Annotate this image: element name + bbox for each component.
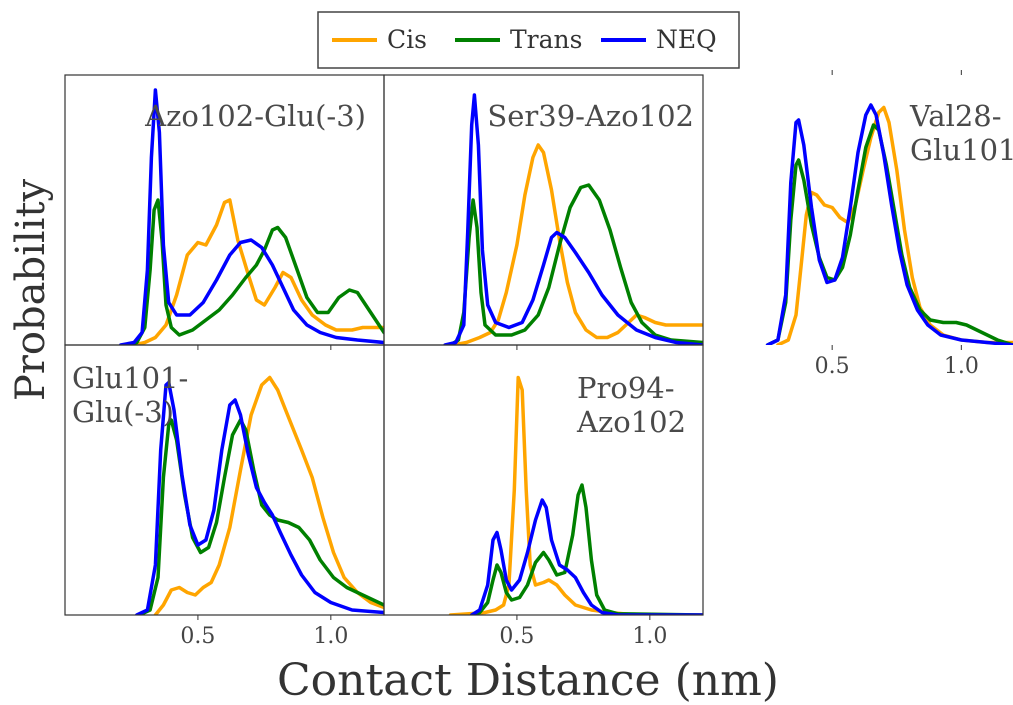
panel-title: Ser39-Azo102 bbox=[487, 99, 694, 133]
series-line-cis bbox=[153, 375, 384, 615]
x-tick-label: 0.5 bbox=[815, 354, 850, 379]
panel-title-line: Azo102-Glu(-3) bbox=[144, 99, 366, 133]
legend: Cis Trans NEQ bbox=[317, 11, 740, 69]
x-tick-label: 1.0 bbox=[944, 354, 979, 379]
panel-title-line: Ser39-Azo102 bbox=[487, 99, 694, 133]
panel-title: Val28-Glu101 bbox=[909, 99, 1013, 167]
series-line-trans bbox=[448, 183, 703, 345]
series-line-trans bbox=[469, 483, 703, 615]
x-tick-label: 0.5 bbox=[180, 624, 215, 649]
x-tick-label: 1.0 bbox=[313, 624, 348, 649]
x-tick-label: 1.0 bbox=[632, 624, 667, 649]
series-line-neq bbox=[119, 88, 384, 345]
panel-title: Glu101-Glu(-3) bbox=[72, 361, 188, 429]
series-line-neq bbox=[443, 93, 703, 345]
panel-title: Azo102-Glu(-3) bbox=[144, 99, 366, 133]
x-axis-label: Contact Distance (nm) bbox=[277, 655, 779, 705]
series-line-trans bbox=[765, 123, 1013, 345]
x-tick-label: 0.5 bbox=[499, 624, 534, 649]
panel-title-line: Glu101- bbox=[72, 361, 188, 395]
panel-title-line: Glu101 bbox=[910, 133, 1013, 167]
panel-1: Azo102-Glu(-3) bbox=[64, 74, 385, 350]
legend-label-trans: Trans bbox=[510, 25, 582, 54]
series-line-neq bbox=[765, 103, 1013, 345]
series-line-trans bbox=[137, 418, 384, 615]
panel-title-line: Pro94- bbox=[577, 371, 675, 405]
legend-label-cis: Cis bbox=[387, 25, 427, 54]
legend-frame bbox=[317, 11, 740, 69]
panel-title: Pro94-Azo102 bbox=[576, 371, 686, 439]
series-line-cis bbox=[448, 375, 703, 615]
panel-2: Ser39-Azo102 bbox=[383, 74, 704, 350]
panel-5: 0.5 1.0 Pro94-Azo102 bbox=[383, 344, 704, 649]
series-line-neq bbox=[469, 498, 703, 615]
panel-title-line: Val28- bbox=[909, 99, 1002, 133]
series-line-cis bbox=[451, 143, 703, 345]
legend-label-neq: NEQ bbox=[656, 25, 717, 54]
panel-4: 0.5 1.0 Glu101-Glu(-3) bbox=[64, 344, 385, 649]
series-line-neq bbox=[135, 380, 384, 615]
panel-frame bbox=[383, 344, 704, 616]
series-line-cis bbox=[776, 105, 1013, 345]
panel-title-line: Azo102 bbox=[576, 405, 686, 439]
series-line-trans bbox=[124, 198, 384, 345]
y-axis-label: Probability bbox=[8, 178, 54, 401]
panel-title-line: Glu(-3) bbox=[72, 395, 174, 429]
panel-3: 0.5 1.0 Val28-Glu101 bbox=[765, 70, 1013, 379]
